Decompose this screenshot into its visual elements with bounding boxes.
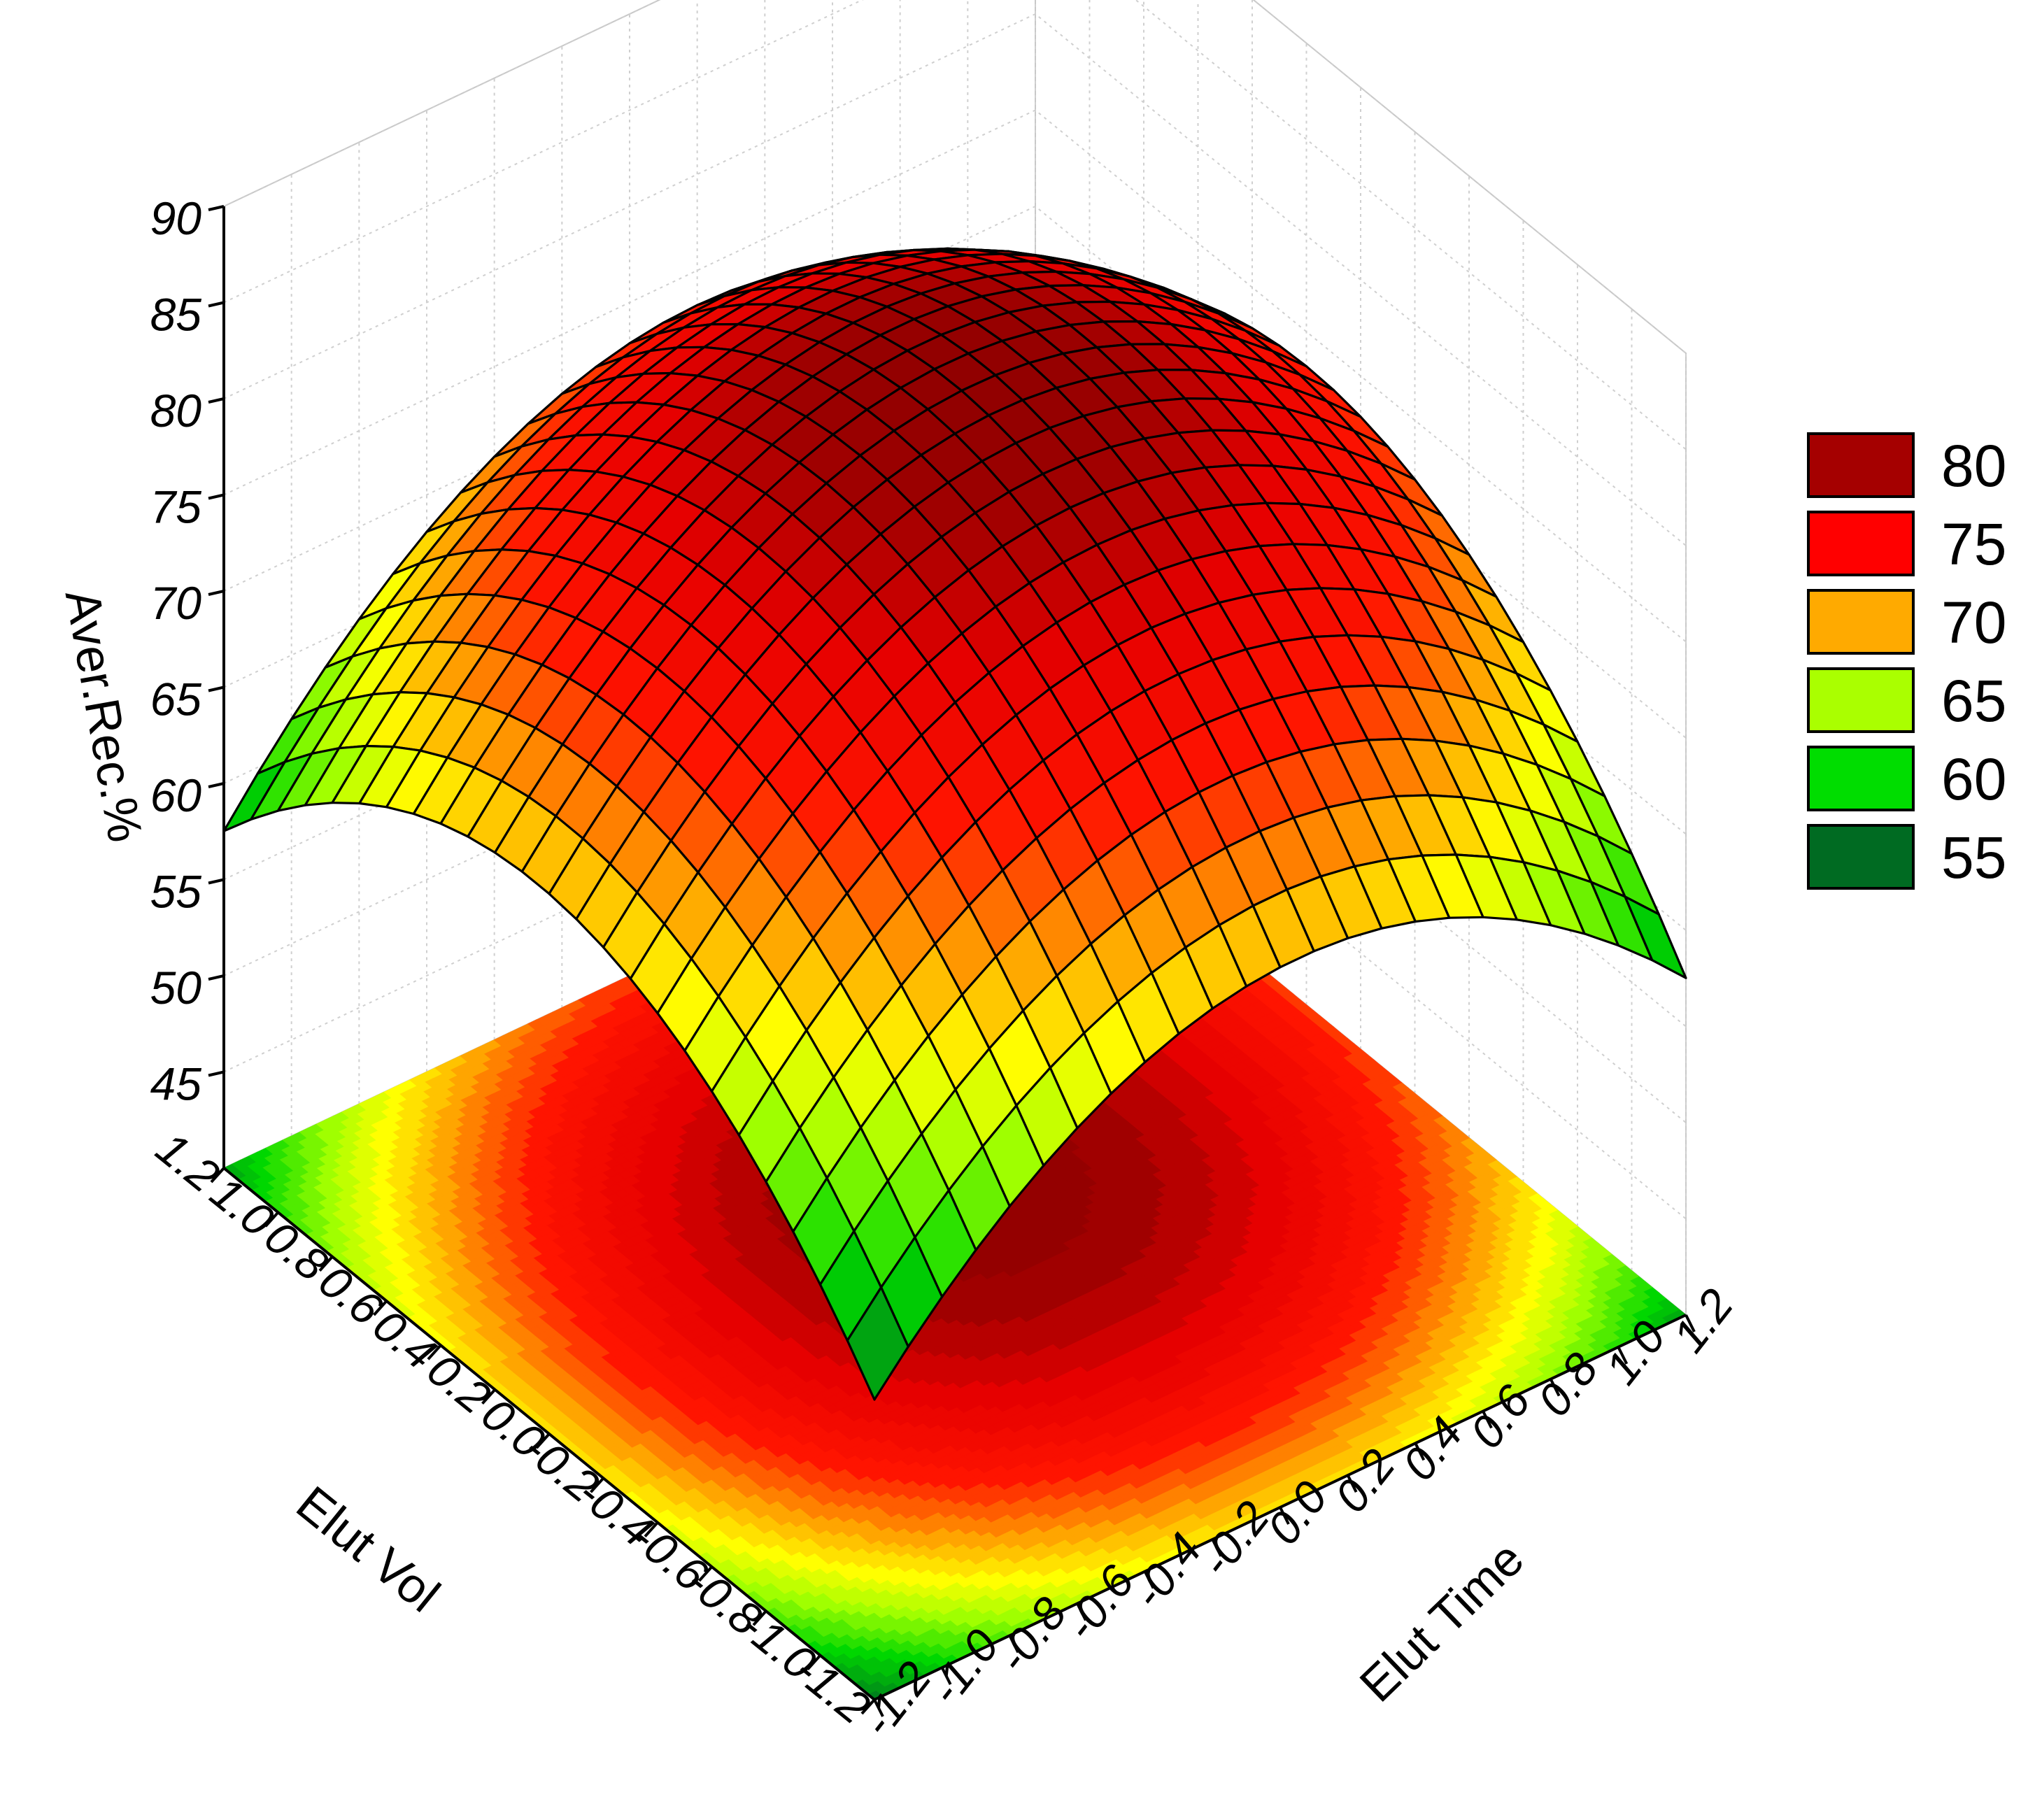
z-gridline [223, 205, 1687, 739]
